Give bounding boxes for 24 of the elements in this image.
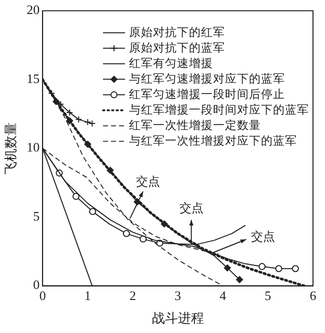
x-axis-title: 战斗进程	[152, 310, 204, 326]
y-axis-title: 飞机数量	[3, 122, 18, 174]
legend-label: 与红军一次性增援对应下的蓝军	[129, 133, 297, 148]
legend-label: 与红军增援一段时间对应下的蓝军	[129, 102, 309, 116]
y-tick-label: 10	[26, 140, 40, 155]
x-tick-label: 1	[84, 288, 91, 304]
y-tick-label: 0	[33, 277, 40, 292]
legend-label: 红军有匀速增援	[129, 56, 213, 70]
legend-label: 与红军匀速增援对应下的蓝军	[129, 71, 285, 86]
legend-label: 原始对抗下的蓝军	[129, 41, 225, 54]
y-tick-label: 5	[33, 208, 40, 224]
x-tick-label: 2	[129, 288, 136, 304]
x-tick-label: 4	[220, 288, 227, 304]
legend-label: 原始对抗下的红军	[129, 26, 225, 39]
x-tick-label: 3	[174, 288, 182, 304]
y-tick-label: 15	[26, 70, 40, 86]
x-tick-label: 6	[310, 288, 317, 304]
annotation: 交点	[179, 201, 204, 216]
annotation: 交点	[251, 230, 276, 244]
x-tick-label: 5	[264, 288, 272, 304]
annotation: 交点	[136, 174, 160, 189]
legend-label: 红军一次性增援一定数量	[129, 118, 261, 132]
legend-label: 红军匀速增援一段时间后停止	[129, 88, 285, 101]
y-tick-label: 20	[26, 2, 40, 18]
